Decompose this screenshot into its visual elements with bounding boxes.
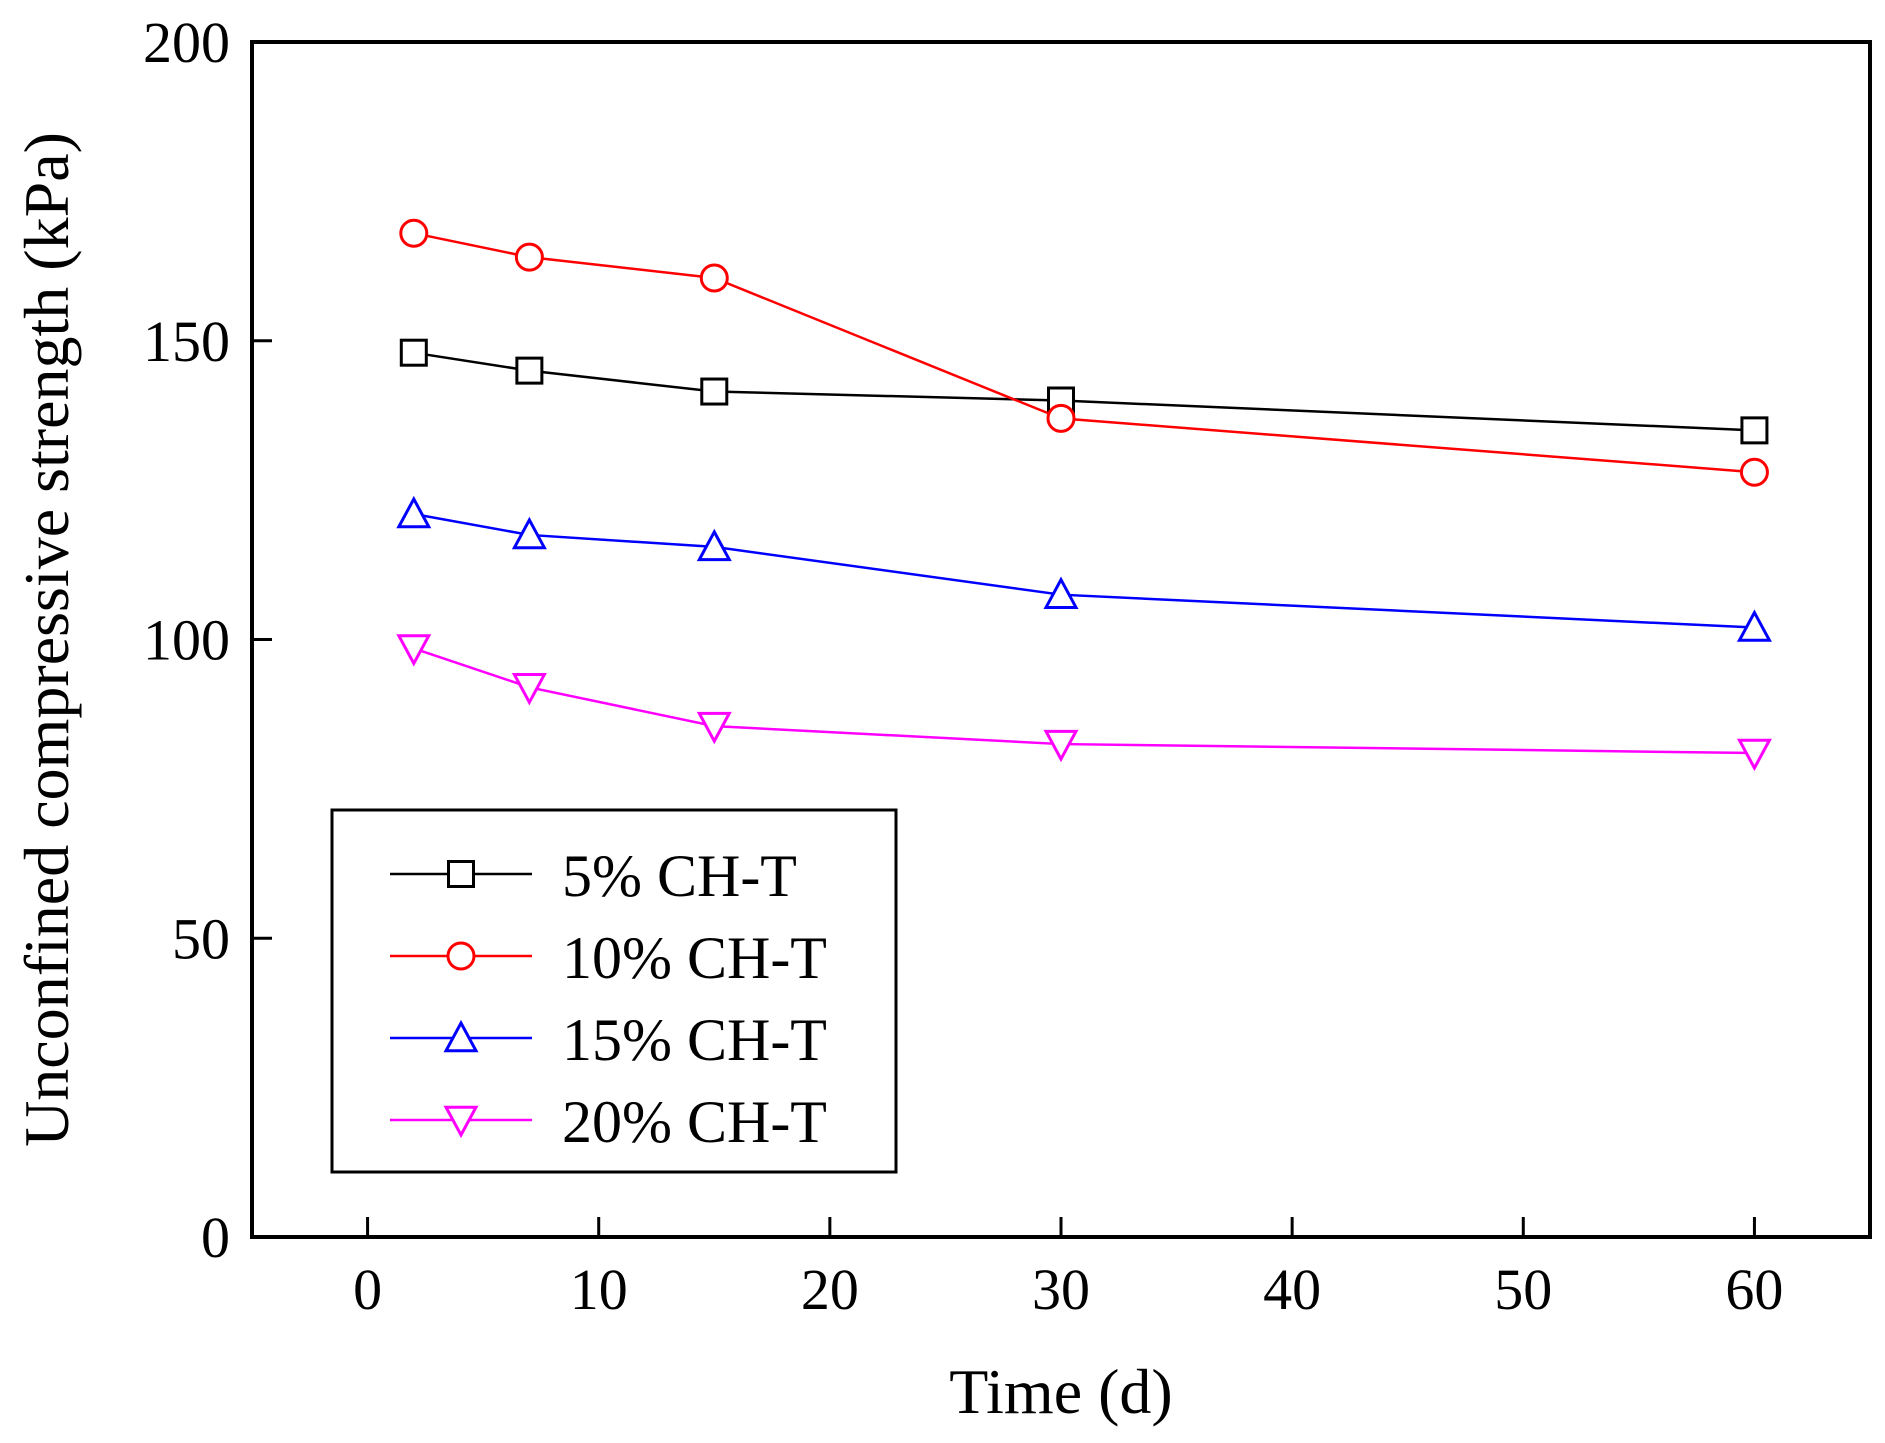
x-tick-label: 50 [1494,1257,1552,1322]
legend-label: 5% CH-T [562,843,797,909]
legend-item: 5% CH-T [390,843,797,909]
triangle-up-marker [1043,576,1079,609]
triangle-down-marker [1043,729,1079,763]
y-axis-title: Unconfined compressive strength (kPa) [11,132,82,1147]
triangle-down-marker [511,673,547,706]
legend-label: 15% CH-T [562,1007,827,1073]
triangle-down-marker [1736,738,1772,772]
square-marker [1740,416,1769,445]
circle-marker [514,242,544,272]
circle-marker [1046,403,1076,433]
legend: 5% CH-T 10% CH-T 15% CH-T 20% CH-T [330,808,898,1174]
triangle-down-marker [443,1105,479,1139]
triangle-down-marker [696,711,732,745]
series-line [413,647,1755,755]
y-tick-label: 50 [172,906,230,971]
x-axis-title: Time (d) [949,1356,1172,1427]
y-tick-label: 0 [201,1205,230,1270]
tick-labels-layer: 0 10 20 30 40 50 60 0 50 100 150 200 [143,10,1783,1322]
series-4 [396,634,1772,772]
square-marker [399,338,428,367]
square-marker [447,860,475,888]
triangle-up-marker [1736,609,1772,642]
x-tick-label: 10 [570,1257,628,1322]
triangle-up-marker [696,528,732,562]
legend-label: 20% CH-T [562,1089,827,1155]
triangle-up-marker [443,1019,479,1053]
x-tick-label: 40 [1263,1257,1321,1322]
circle-marker [699,263,729,293]
x-tick-label: 30 [1032,1257,1090,1322]
circle-marker [1739,457,1769,487]
series-line [413,512,1755,629]
series-line [413,231,1755,474]
square-marker [515,356,544,385]
legend-item: 15% CH-T [390,1007,827,1073]
series-layer [396,218,1772,772]
x-tick-label: 20 [801,1257,859,1322]
triangle-up-marker [511,516,547,550]
square-marker [700,377,729,406]
plot-frame [250,40,1872,1239]
y-tick-label: 150 [143,309,230,374]
y-tick-label: 100 [143,608,230,673]
series-3 [396,495,1772,642]
x-tick-label: 0 [353,1257,382,1322]
series-line [413,351,1755,432]
circle-marker [399,218,429,248]
series-1 [399,338,1769,445]
triangle-down-marker [396,634,432,667]
legend-item: 10% CH-T [390,925,827,991]
triangle-up-marker [396,495,432,529]
y-tick-label: 200 [143,10,230,75]
circle-marker [446,941,476,971]
legend-item: 20% CH-T [390,1089,827,1155]
legend-label: 10% CH-T [562,925,827,991]
x-tick-label: 60 [1725,1257,1783,1322]
legend-box [330,808,898,1174]
series-2 [399,218,1769,487]
